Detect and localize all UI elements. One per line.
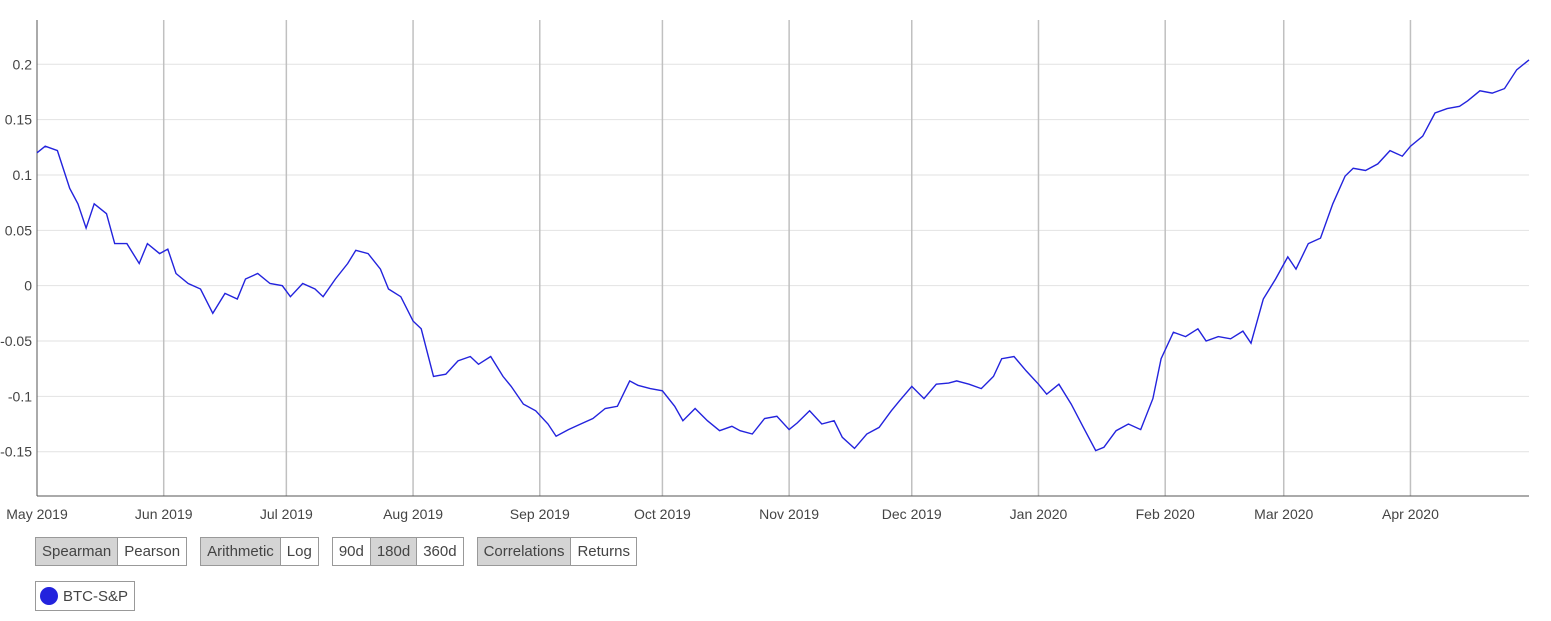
toggle-button[interactable]: 90d <box>332 538 370 565</box>
controls: Spearman Pearson Arithmetic Log 90d 180d 360d C… <box>35 537 637 566</box>
toggle-button[interactable]: Arithmetic <box>201 538 280 565</box>
toggle-button[interactable]: Pearson <box>117 538 187 565</box>
y-tick-label: 0.1 <box>13 167 33 183</box>
x-tick-label: Aug 2019 <box>383 506 443 522</box>
x-tick-label: Oct 2019 <box>634 506 691 522</box>
legend-swatch <box>40 587 58 605</box>
x-tick-label: Sep 2019 <box>510 506 570 522</box>
x-tick-label: Nov 2019 <box>759 506 819 522</box>
y-tick-label: 0.2 <box>13 56 33 72</box>
y-tick-label: 0.05 <box>5 222 32 238</box>
toggle-button[interactable]: Correlations <box>477 538 571 565</box>
button-group: Correlations Returns <box>476 537 637 566</box>
toggle-button[interactable]: 360d <box>416 538 463 565</box>
y-tick-label: -0.1 <box>8 388 32 404</box>
button-group: Spearman Pearson <box>35 537 188 566</box>
x-tick-label: Apr 2020 <box>1382 506 1439 522</box>
y-tick-label: 0 <box>24 278 32 294</box>
x-tick-label: Dec 2019 <box>882 506 942 522</box>
x-tick-label: Feb 2020 <box>1136 506 1195 522</box>
toggle-button[interactable]: Log <box>279 538 318 565</box>
x-tick-label: May 2019 <box>6 506 68 522</box>
toggle-button[interactable]: Spearman <box>36 538 118 565</box>
x-tick-label: Jul 2019 <box>260 506 313 522</box>
data-line <box>36 59 1530 452</box>
chart: -0.15 -0.1 -0.05 0 0.05 0.1 0.15 0.2 May 2019 Jun… <box>0 20 1530 522</box>
x-tick-label: Jan 2020 <box>1010 506 1068 522</box>
toggle-button[interactable]: Returns <box>570 538 636 565</box>
button-group: Arithmetic Log <box>200 537 319 566</box>
legend-label: BTC-S&P <box>63 587 129 605</box>
button-group: 90d 180d 360d <box>331 537 464 566</box>
y-tick-label: 0.15 <box>5 112 32 128</box>
legend-item[interactable]: BTC-S&P <box>35 581 136 611</box>
y-tick-label: -0.15 <box>0 444 32 460</box>
toggle-button[interactable]: 180d <box>369 538 417 565</box>
x-tick-label: Jun 2019 <box>135 506 193 522</box>
x-tick-label: Mar 2020 <box>1254 506 1313 522</box>
y-tick-label: -0.05 <box>0 333 32 349</box>
